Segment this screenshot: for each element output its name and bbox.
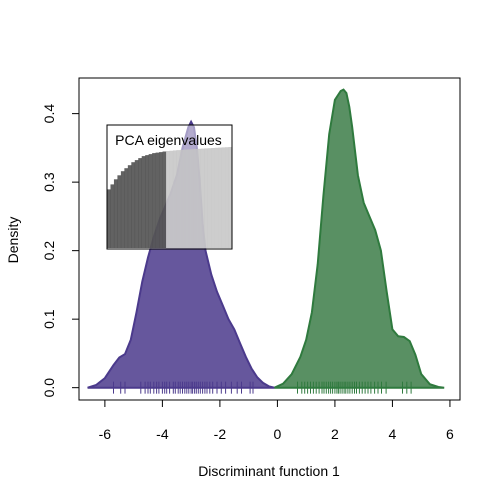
eigenvalue-bar	[218, 147, 222, 248]
density-area-2	[274, 88, 445, 389]
pca-eigenvalues-inset: PCA eigenvalues	[106, 124, 233, 250]
eigenvalue-bar	[162, 151, 167, 248]
y-axis: 0.0 0.1 0.2 0.3 0.4	[41, 104, 80, 398]
eigenvalue-bar	[204, 148, 208, 248]
eigenvalue-bar	[207, 148, 212, 248]
eigenvalue-bar	[166, 151, 170, 248]
eigenvalue-bar	[107, 189, 111, 248]
eigenvalue-bar	[183, 149, 188, 248]
eigenvalue-bar	[186, 149, 191, 248]
inset-frame	[106, 124, 233, 250]
x-tick-label: -4	[156, 426, 169, 442]
eigenvalue-bar	[120, 171, 125, 248]
eigenvalue-bar	[145, 155, 149, 248]
eigenvalue-bar	[172, 150, 177, 248]
y-tick-label: 0.1	[41, 309, 57, 329]
eigenvalue-bar	[124, 168, 129, 248]
eigenvalue-bar	[110, 184, 115, 248]
eigenvalue-bar	[131, 162, 136, 248]
rug-layer	[113, 381, 412, 394]
x-axis: -6 -4 -2 0 2 4 6	[99, 399, 454, 442]
eigenvalue-bar	[225, 147, 229, 248]
eigenvalue-bar	[190, 149, 195, 248]
x-tick-label: 6	[446, 426, 454, 442]
eigenvalue-bar	[138, 158, 143, 248]
eigenvalue-bar	[176, 150, 181, 248]
x-tick-label: -6	[99, 426, 112, 442]
x-tick-label: 0	[274, 426, 282, 442]
eigenvalue-bar	[179, 149, 184, 248]
eigenvalue-bar	[155, 152, 160, 248]
eigenvalue-bar	[134, 160, 139, 248]
y-tick-label: 0.4	[41, 104, 57, 124]
eigenvalue-bar	[117, 175, 122, 248]
eigenvalue-bar	[193, 149, 198, 248]
eigenvalue-bar	[148, 154, 153, 248]
eigenvalue-bar	[211, 148, 215, 248]
y-axis-label: Density	[5, 217, 21, 264]
eigenvalue-bar	[141, 156, 146, 248]
y-tick-label: 0.2	[41, 241, 57, 261]
inset-title: PCA eigenvalues	[115, 132, 222, 148]
x-tick-label: 2	[331, 426, 339, 442]
eigenvalue-bar	[228, 147, 233, 248]
y-tick-label: 0.0	[41, 378, 57, 398]
x-tick-label: -2	[214, 426, 227, 442]
x-tick-label: 4	[389, 426, 397, 442]
eigenvalue-bar	[127, 165, 132, 248]
eigenvalue-bar	[214, 147, 219, 248]
eigenvalue-bar	[113, 179, 118, 248]
eigenvalue-bar	[200, 148, 205, 248]
eigenvalue-bar	[221, 147, 226, 248]
eigenvalue-bar	[152, 153, 156, 248]
eigenvalue-bar	[197, 148, 202, 248]
eigenvalue-bar	[169, 150, 174, 248]
x-axis-label: Discriminant function 1	[198, 463, 340, 479]
eigenvalue-bar	[159, 152, 163, 248]
y-tick-label: 0.3	[41, 172, 57, 192]
